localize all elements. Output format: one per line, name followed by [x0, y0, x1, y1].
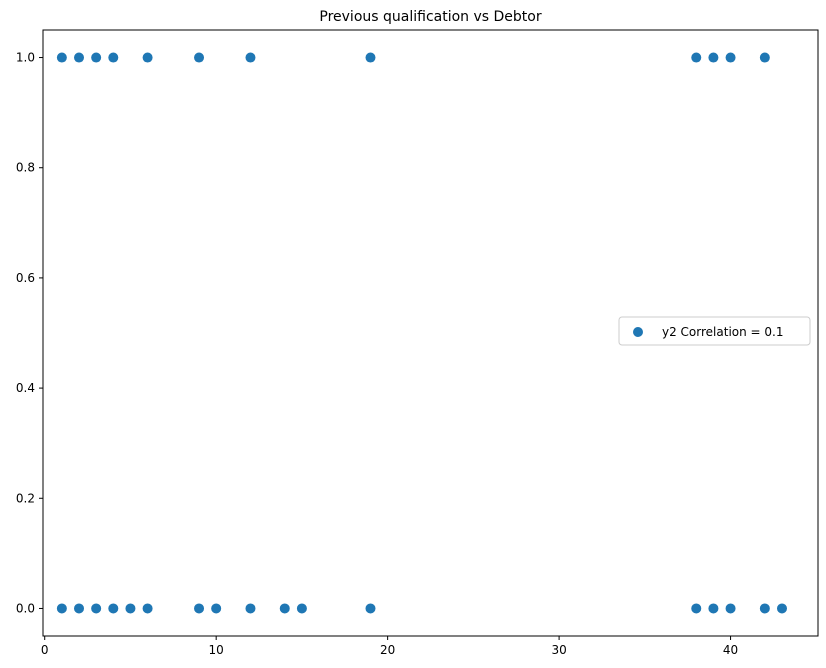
scatter-point [365, 603, 376, 614]
y-tick-label: 0.4 [16, 381, 35, 395]
scatter-point [725, 52, 736, 63]
chart-title: Previous qualification vs Debtor [319, 9, 541, 25]
scatter-point [56, 52, 67, 63]
scatter-point [142, 52, 153, 63]
x-tick-label: 30 [551, 643, 566, 657]
scatter-point [759, 52, 770, 63]
x-tick-label: 0 [41, 643, 49, 657]
x-tick-label: 20 [380, 643, 395, 657]
scatter-point [74, 52, 85, 63]
x-tick-label: 10 [209, 643, 224, 657]
points-layer [56, 52, 787, 614]
scatter-point [194, 603, 205, 614]
scatter-point [142, 603, 153, 614]
scatter-point [125, 603, 136, 614]
scatter-point [245, 52, 256, 63]
y-tick-label: 0.6 [16, 271, 35, 285]
legend-marker [633, 327, 643, 337]
scatter-point [211, 603, 222, 614]
legend-box [618, 316, 811, 346]
scatter-point [296, 603, 307, 614]
y-tick-label: 0.2 [16, 491, 35, 505]
legend: y2 Correlation = 0.1 [618, 316, 811, 346]
x-tick-label: 40 [723, 643, 738, 657]
y-tick-label: 0.0 [16, 601, 35, 615]
scatter-point [708, 52, 719, 63]
scatter-point [108, 52, 119, 63]
scatter-point [91, 603, 102, 614]
scatter-point [74, 603, 85, 614]
y-tick-label: 1.0 [16, 51, 35, 65]
scatter-point [691, 603, 702, 614]
x-axis: 0 10 20 30 40 [41, 636, 738, 657]
scatter-point [108, 603, 119, 614]
scatter-point [56, 603, 67, 614]
scatter-point [759, 603, 770, 614]
scatter-point [708, 603, 719, 614]
scatter-point [725, 603, 736, 614]
scatter-point [91, 52, 102, 63]
scatter-point [776, 603, 787, 614]
scatter-point [365, 52, 376, 63]
scatter-point [245, 603, 256, 614]
scatter-point [691, 52, 702, 63]
y-axis: 0.0 0.2 0.4 0.6 0.8 1.0 [16, 51, 43, 615]
y-tick-label: 0.8 [16, 161, 35, 175]
plot-frame [42, 29, 819, 637]
legend-label: y2 Correlation = 0.1 [662, 325, 784, 339]
scatter-point [279, 603, 290, 614]
scatter-point [194, 52, 205, 63]
